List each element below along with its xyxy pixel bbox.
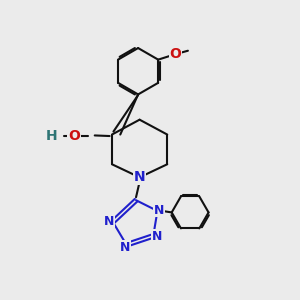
Text: O: O xyxy=(68,129,80,143)
Text: O: O xyxy=(169,47,181,61)
Text: N: N xyxy=(104,214,115,227)
Text: N: N xyxy=(152,230,162,243)
Text: N: N xyxy=(120,241,130,254)
Text: N: N xyxy=(154,203,164,217)
Text: H: H xyxy=(46,129,58,143)
Text: N: N xyxy=(134,170,146,184)
